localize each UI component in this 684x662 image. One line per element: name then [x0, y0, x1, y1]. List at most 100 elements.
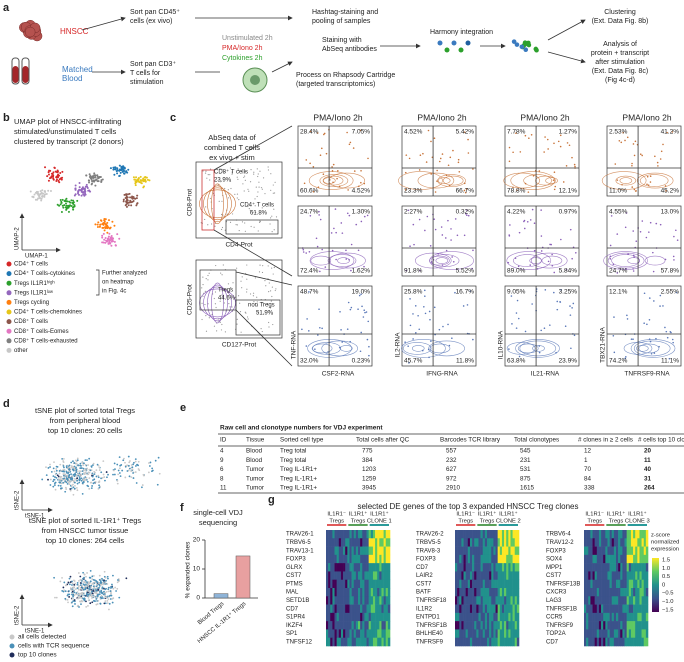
facs-point	[624, 139, 626, 142]
gate-point	[241, 221, 244, 223]
facs-point	[633, 188, 636, 191]
umap-point	[77, 191, 80, 194]
tsne-point	[133, 461, 135, 464]
group-label: Tregs	[351, 519, 366, 525]
heatmap-cell	[584, 621, 587, 630]
facs-point	[645, 236, 648, 239]
umap-point	[88, 173, 91, 176]
heatmap-cell	[504, 629, 507, 639]
heatmap-cell	[368, 588, 372, 597]
heatmap-cell	[510, 563, 513, 572]
heatmap-cell	[332, 588, 335, 597]
heatmap-cell	[385, 571, 389, 581]
facs-point	[451, 337, 453, 340]
tsne-point	[98, 486, 101, 489]
panel-label: d	[3, 398, 10, 410]
heatmap-cell	[469, 538, 473, 547]
heatmap-cell	[484, 579, 488, 589]
heatmap-cell	[506, 530, 509, 539]
heatmap-cell	[465, 588, 469, 597]
facs-point	[316, 245, 319, 248]
heatmap-cell	[478, 579, 481, 589]
heatmap-cell	[504, 579, 507, 589]
tsne-point	[66, 598, 69, 601]
facs-point	[649, 175, 652, 177]
tsne-point	[61, 478, 64, 481]
heatmap-cell	[478, 563, 481, 572]
facs-point	[671, 338, 674, 341]
heatmap-cell	[605, 546, 608, 556]
heatmap-cell	[588, 530, 591, 539]
heatmap-cell	[351, 596, 355, 605]
heatmap-cell	[590, 621, 593, 630]
heatmap-cell	[387, 530, 391, 539]
heatmap-cell	[372, 530, 376, 539]
tsne-point	[75, 469, 78, 472]
gate-point	[236, 318, 238, 320]
facs-point	[418, 328, 421, 331]
facs-point	[346, 328, 349, 330]
heatmap-cell	[594, 530, 598, 539]
legend-label: Tregs cycling	[14, 300, 49, 306]
tsne-point	[92, 588, 95, 591]
heatmap-cell	[592, 612, 595, 622]
tsne-point	[70, 473, 72, 476]
heatmap-cell	[338, 604, 342, 614]
heatmap-cell	[474, 530, 477, 539]
umap-point	[145, 176, 148, 179]
tsne-point	[113, 473, 116, 476]
heatmap-cell	[611, 596, 615, 605]
facs-point	[632, 254, 635, 257]
heatmap-cell	[596, 629, 600, 639]
tsne-point	[76, 591, 79, 594]
umap-point	[60, 178, 63, 181]
heatmap-cell	[467, 538, 471, 547]
tsne-point	[95, 603, 98, 606]
heatmap-cell	[370, 546, 374, 556]
heatmap-cell	[336, 563, 340, 572]
heatmap-cell	[461, 629, 464, 639]
heatmap-cell	[375, 530, 378, 539]
heatmap-cell	[360, 571, 363, 581]
legend-label: Tregs IL1R1ˡᵒʷ	[14, 289, 53, 296]
heatmap-cell	[472, 579, 475, 589]
heatmap-cell	[624, 530, 627, 539]
gene-label: MPP1	[546, 565, 563, 571]
heatmap-cell	[643, 629, 647, 639]
facs-point	[643, 322, 645, 325]
label: CD127-Prot	[222, 342, 257, 349]
heatmap-cell	[368, 579, 372, 589]
facs-point	[349, 141, 352, 144]
label: (targeted transcriptomics)	[296, 81, 375, 88]
facs-point	[433, 306, 436, 309]
tsne-point	[74, 588, 77, 590]
heatmap-cell	[353, 637, 357, 647]
tsne-point	[80, 596, 83, 599]
facs-plot	[401, 125, 477, 197]
tsne-point	[98, 591, 101, 593]
heatmap-cell	[455, 554, 458, 564]
heatmap-cell	[592, 621, 595, 630]
gate-point	[258, 181, 260, 183]
facs-point	[656, 161, 659, 164]
heatmap-cell	[609, 621, 613, 630]
tsne-point	[96, 581, 98, 583]
heatmap-cell	[493, 579, 496, 589]
heatmap-cell	[626, 604, 630, 614]
tsne-point	[67, 601, 69, 604]
table-cell: 11	[644, 457, 651, 464]
tsne-point	[72, 493, 75, 496]
facs-point	[464, 191, 467, 194]
heatmap-cell	[605, 629, 608, 639]
heatmap-cell	[639, 629, 642, 639]
heatmap-cell	[643, 530, 647, 539]
heatmap-cell	[588, 546, 591, 556]
quadrant-percent: 19.0%	[352, 289, 371, 296]
heatmap-cell	[457, 612, 460, 622]
label: stimulated/unstimulated T cells	[14, 127, 117, 136]
gate-point	[227, 189, 229, 191]
heatmap-cell	[622, 621, 625, 630]
facs-point	[466, 214, 468, 217]
tsne-point	[73, 462, 76, 464]
heatmap-cell	[476, 612, 479, 622]
